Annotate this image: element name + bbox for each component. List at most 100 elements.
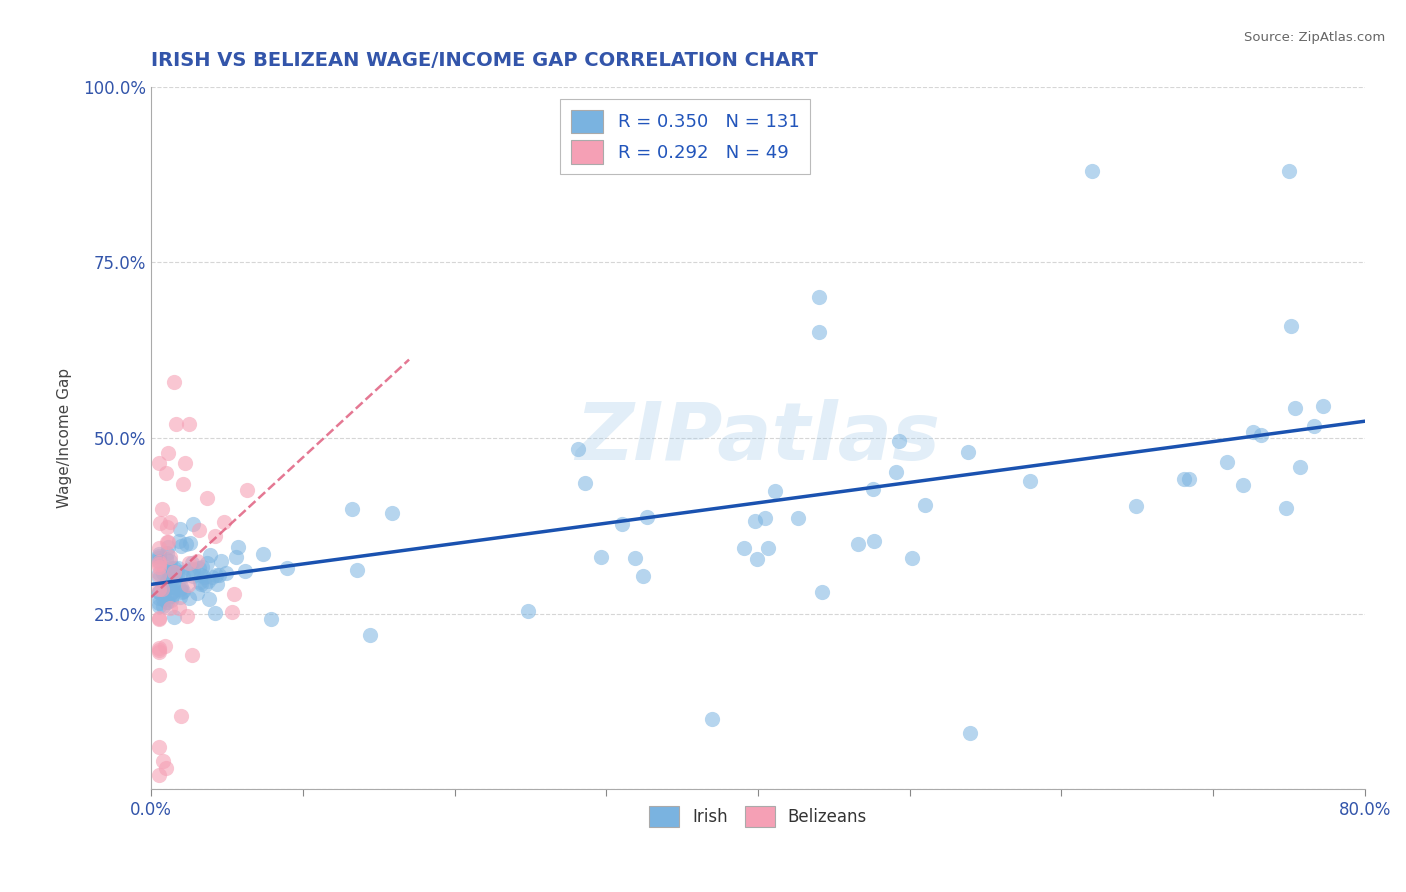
Point (1312, 399, 1334, 413)
Point (259, 611, 281, 625)
Point (177, 556, 200, 570)
Point (150, 582, 173, 597)
Point (381, 506, 404, 520)
Point (914, 498, 936, 512)
Point (160, 584, 183, 599)
Point (156, 535, 179, 549)
Point (170, 540, 193, 554)
Point (959, 726, 981, 740)
Point (188, 575, 211, 590)
Point (222, 587, 245, 601)
Point (1278, 164, 1301, 178)
Point (148, 768, 170, 782)
Point (187, 523, 209, 537)
Point (186, 586, 208, 600)
Point (166, 567, 188, 582)
Point (150, 582, 173, 597)
Point (342, 501, 364, 516)
Point (157, 566, 180, 580)
Point (159, 590, 181, 604)
Point (1232, 478, 1254, 492)
Point (159, 580, 181, 594)
Point (194, 578, 217, 592)
Point (155, 466, 177, 480)
Point (156, 520, 179, 534)
Point (207, 568, 229, 582)
Point (148, 566, 170, 580)
Point (807, 326, 830, 340)
Point (1178, 472, 1201, 486)
Point (889, 434, 911, 448)
Point (1215, 455, 1237, 469)
Point (1302, 419, 1324, 434)
Point (198, 548, 221, 562)
Point (190, 568, 212, 582)
Point (190, 577, 212, 591)
Point (1080, 164, 1102, 178)
Point (807, 290, 830, 304)
Point (148, 610, 170, 624)
Point (148, 740, 170, 755)
Point (863, 533, 886, 548)
Point (148, 568, 170, 582)
Y-axis label: Wage/Income Gap: Wage/Income Gap (58, 368, 72, 508)
Point (846, 537, 869, 551)
Point (148, 612, 170, 626)
Point (195, 556, 218, 570)
Point (179, 535, 201, 549)
Point (174, 456, 197, 470)
Point (148, 585, 170, 599)
Point (177, 578, 200, 592)
Point (744, 514, 766, 528)
Text: ZIPatlas: ZIPatlas (575, 399, 941, 477)
Point (181, 562, 204, 576)
Point (157, 446, 180, 460)
Point (631, 569, 654, 583)
Point (176, 537, 198, 551)
Point (195, 491, 218, 505)
Point (624, 551, 647, 566)
Point (148, 550, 170, 565)
Point (204, 606, 226, 620)
Point (148, 599, 170, 613)
Point (810, 585, 832, 599)
Point (160, 561, 183, 575)
Point (159, 554, 181, 568)
Point (167, 561, 190, 575)
Point (148, 643, 170, 657)
Point (159, 571, 181, 585)
Point (159, 550, 181, 565)
Point (153, 581, 176, 595)
Point (197, 574, 219, 588)
Point (226, 540, 249, 554)
Point (165, 417, 187, 431)
Point (148, 554, 170, 568)
Point (172, 476, 194, 491)
Point (156, 534, 179, 549)
Point (156, 541, 179, 555)
Point (276, 561, 298, 575)
Point (163, 375, 186, 389)
Point (148, 549, 170, 563)
Point (1125, 499, 1147, 513)
Point (215, 566, 238, 580)
Point (148, 541, 170, 556)
Point (191, 559, 214, 574)
Point (148, 557, 170, 571)
Point (763, 484, 786, 499)
Point (179, 591, 201, 606)
Point (1173, 472, 1195, 486)
Point (574, 476, 596, 491)
Point (159, 515, 181, 529)
Point (198, 592, 221, 607)
Point (193, 570, 215, 584)
Point (169, 590, 191, 604)
Point (1250, 428, 1272, 442)
Point (179, 562, 201, 576)
Point (172, 584, 194, 599)
Point (155, 552, 177, 566)
Point (176, 608, 198, 623)
Point (205, 576, 228, 591)
Point (152, 599, 174, 614)
Point (567, 442, 589, 457)
